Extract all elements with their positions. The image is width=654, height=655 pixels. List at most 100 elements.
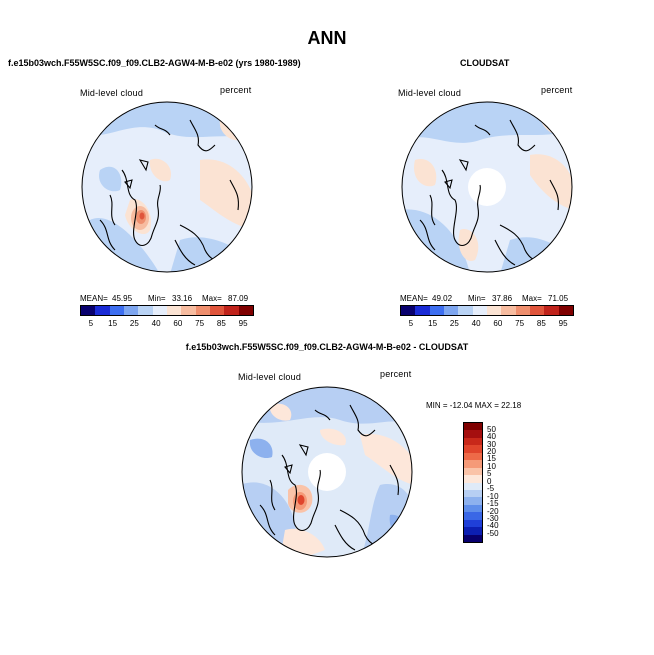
colorbar-swatch — [238, 306, 253, 315]
model-max-label: Max= — [202, 294, 222, 303]
diff-colorbar — [463, 422, 483, 543]
colorbar-tick-label: 40 — [471, 319, 481, 328]
colorbar-swatch — [464, 475, 482, 483]
colorbar-tick-label: 75 — [515, 319, 525, 328]
colorbar-tick-label: 30 — [487, 439, 496, 449]
colorbar-swatch — [558, 306, 573, 315]
diff-units-label: percent — [380, 369, 412, 379]
diff-minmax: MIN = -12.04 MAX = 22.18 — [426, 401, 522, 410]
colorbar-tick-label: 50 — [487, 424, 496, 434]
colorbar-tick-label: -50 — [487, 528, 499, 538]
colorbar-swatch — [123, 306, 139, 315]
colorbar-swatch — [464, 430, 482, 438]
colorbar-tick-label: 85 — [536, 319, 546, 328]
obs-max-value: 71.05 — [548, 294, 569, 303]
colorbar-swatch — [152, 306, 167, 315]
obs-panel-title: CLOUDSAT — [460, 58, 510, 68]
diff-polar-map — [241, 386, 413, 558]
model-variable-label: Mid-level cloud — [80, 88, 144, 98]
obs-variable-label: Mid-level cloud — [398, 88, 462, 98]
page-title: ANN — [307, 28, 347, 48]
colorbar-swatch — [443, 306, 459, 315]
colorbar-swatch — [81, 306, 96, 315]
colorbar-swatch — [529, 306, 545, 315]
model-colorbar — [80, 305, 254, 316]
colorbar-tick-label: -40 — [487, 521, 499, 531]
colorbar-tick-label: 40 — [151, 319, 161, 328]
colorbar-swatch — [138, 306, 153, 315]
obs-colorbar-ticks: 5 15 25 40 60 75 85 95 — [400, 319, 574, 328]
colorbar-swatch — [195, 306, 210, 315]
colorbar-swatch — [464, 445, 482, 453]
colorbar-tick-label: 15 — [487, 454, 496, 464]
colorbar-tick-label: 60 — [173, 319, 183, 328]
colorbar-tick-label: 25 — [129, 319, 139, 328]
colorbar-swatch — [464, 452, 482, 461]
colorbar-tick-label: 75 — [195, 319, 205, 328]
diff-variable-label: Mid-level cloud — [238, 372, 302, 382]
colorbar-tick-label: 5 — [88, 319, 94, 328]
colorbar-swatch — [415, 306, 430, 315]
colorbar-swatch — [464, 512, 482, 520]
colorbar-swatch — [464, 460, 482, 468]
colorbar-tick-label: 0 — [487, 476, 492, 486]
obs-mean-value: 49.02 — [432, 294, 453, 303]
colorbar-swatch — [464, 519, 482, 528]
model-polar-map — [81, 101, 253, 273]
model-min-value: 33.16 — [172, 294, 193, 303]
obs-polar-map — [401, 101, 573, 273]
colorbar-swatch — [401, 306, 416, 315]
colorbar-swatch — [464, 534, 482, 542]
obs-units-label: percent — [541, 85, 573, 95]
colorbar-tick-label: -15 — [487, 499, 499, 509]
colorbar-swatch — [464, 423, 482, 431]
colorbar-swatch — [544, 306, 559, 315]
colorbar-swatch — [486, 306, 502, 315]
colorbar-swatch — [209, 306, 225, 315]
colorbar-swatch — [464, 482, 482, 490]
colorbar-swatch — [472, 306, 487, 315]
colorbar-swatch — [501, 306, 516, 315]
colorbar-tick-label: -5 — [487, 484, 495, 494]
colorbar-tick-label: 5 — [487, 469, 492, 479]
colorbar-swatch — [515, 306, 530, 315]
colorbar-swatch — [464, 527, 482, 535]
model-units-label: percent — [220, 85, 252, 95]
colorbar-tick-label: 25 — [449, 319, 459, 328]
colorbar-tick-label: 10 — [487, 461, 496, 471]
colorbar-tick-label: 5 — [408, 319, 414, 328]
colorbar-tick-label: -30 — [487, 513, 499, 523]
obs-max-label: Max= — [522, 294, 542, 303]
diff-colorbar-ticks: 50 40 30 20 15 10 5 0 -5 -10 -15 -20 -30 -40 -50 — [487, 422, 499, 538]
obs-min-value: 37.86 — [492, 294, 513, 303]
colorbar-swatch — [429, 306, 444, 315]
model-max-value: 87.09 — [228, 294, 249, 303]
obs-min-label: Min= — [468, 294, 486, 303]
colorbar-swatch — [464, 437, 482, 446]
colorbar-tick-label: 95 — [238, 319, 248, 328]
model-mean-value: 45.95 — [112, 294, 133, 303]
model-panel-title: f.e15b03wch.F55W5SC.f09_f09.CLB2-AGW4-M-… — [8, 58, 301, 68]
colorbar-tick-label: 60 — [493, 319, 503, 328]
colorbar-swatch — [95, 306, 110, 315]
colorbar-swatch — [166, 306, 182, 315]
model-mean-label: MEAN= — [80, 294, 108, 303]
obs-mean-label: MEAN= — [400, 294, 428, 303]
obs-colorbar — [400, 305, 574, 316]
colorbar-swatch — [181, 306, 196, 315]
colorbar-tick-label: 95 — [558, 319, 568, 328]
colorbar-tick-label: -20 — [487, 506, 499, 516]
model-colorbar-ticks: 5 15 25 40 60 75 85 95 — [80, 319, 254, 328]
colorbar-swatch — [224, 306, 239, 315]
colorbar-tick-label: 40 — [487, 432, 496, 442]
colorbar-tick-label: 20 — [487, 447, 496, 456]
colorbar-swatch — [109, 306, 124, 315]
colorbar-swatch — [464, 489, 482, 498]
colorbar-tick-label: -10 — [487, 491, 499, 501]
model-min-label: Min= — [148, 294, 166, 303]
colorbar-swatch — [464, 497, 482, 505]
colorbar-swatch — [458, 306, 473, 315]
colorbar-swatch — [464, 467, 482, 476]
colorbar-tick-label: 85 — [216, 319, 226, 328]
diff-panel-title: f.e15b03wch.F55W5SC.f09_f09.CLB2-AGW4-M-… — [185, 342, 469, 352]
